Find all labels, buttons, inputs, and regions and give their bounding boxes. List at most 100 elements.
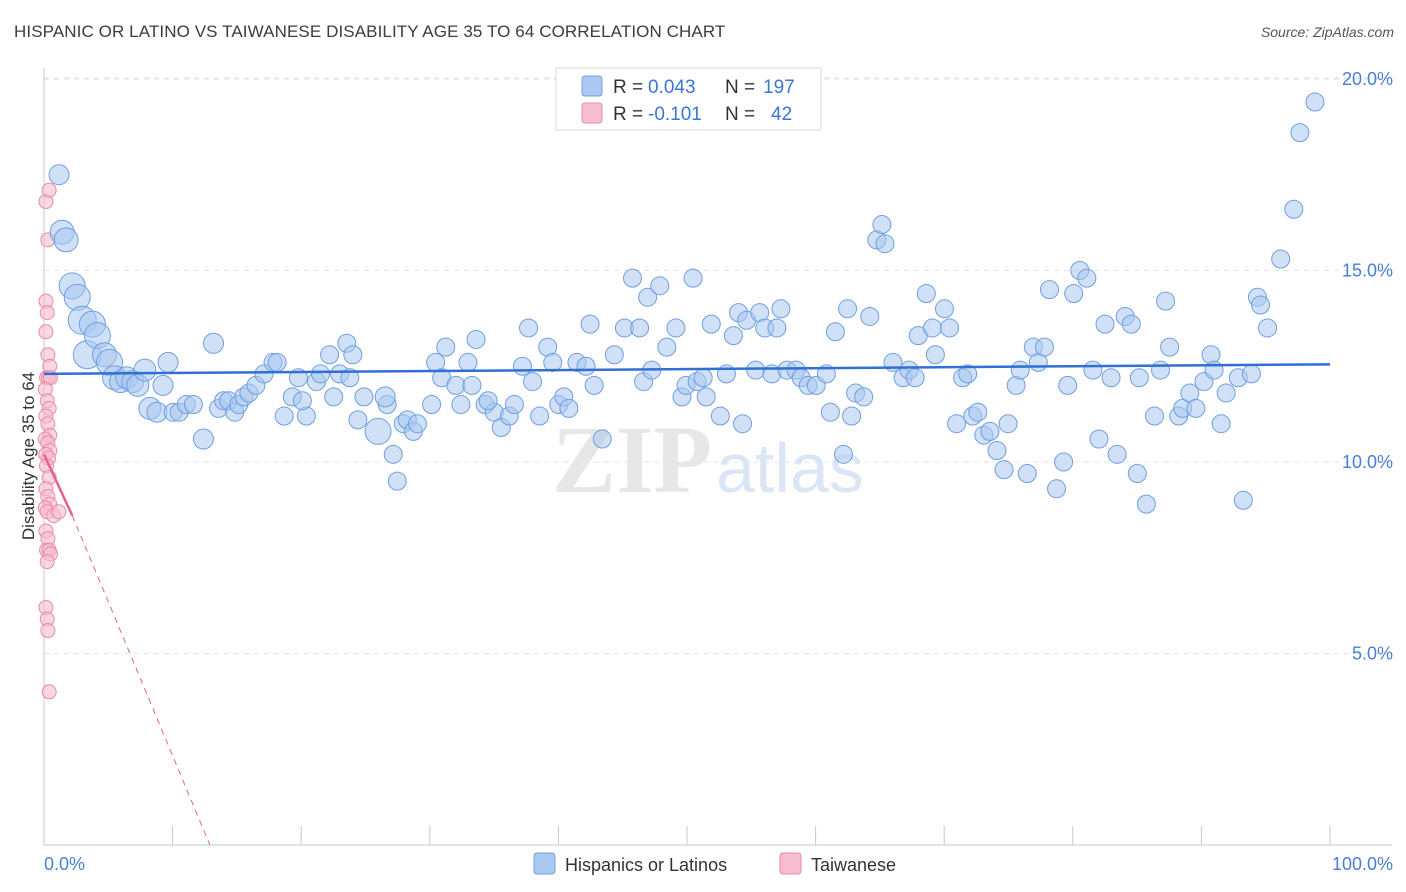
hispanic-point	[940, 318, 960, 338]
series-legend: Hispanics or Latinos Taiwanese	[533, 852, 896, 875]
legend-n-label-2: N =	[725, 104, 755, 125]
hispanic-point	[934, 299, 954, 319]
hispanic-point	[320, 345, 340, 365]
bottom-legend-swatch-pink	[779, 852, 802, 875]
x-tick-label: 0.0%	[44, 854, 85, 874]
hispanic-point	[446, 375, 466, 395]
y-tick-label: 15.0%	[1342, 261, 1393, 281]
hispanic-point	[1186, 398, 1206, 418]
hispanic-point	[592, 429, 612, 449]
hispanic-point	[292, 391, 312, 411]
hispanic-point	[1017, 463, 1037, 483]
hispanic-point	[1271, 249, 1291, 269]
hispanic-point	[820, 402, 840, 422]
hispanic-point	[710, 406, 730, 426]
hispanic-point	[203, 332, 225, 354]
hispanic-point	[922, 318, 942, 338]
hispanic-point	[604, 345, 624, 365]
hispanic-point	[1077, 268, 1097, 288]
bottom-legend-label-1: Hispanics or Latinos	[565, 855, 727, 875]
hispanic-point	[451, 395, 471, 415]
legend-n-value-1: 197	[763, 77, 795, 98]
x-tick-label: 100.0%	[1332, 854, 1393, 874]
hispanic-point	[580, 314, 600, 334]
hispanic-point	[1064, 283, 1084, 303]
hispanic-point	[860, 306, 880, 326]
hispanic-point	[958, 364, 978, 384]
hispanic-point	[925, 345, 945, 365]
hispanic-point	[638, 287, 658, 307]
legend-r-value-1: 0.043	[648, 77, 696, 98]
hispanic-point	[1144, 406, 1164, 426]
hispanic-point	[1010, 360, 1030, 380]
y-tick-label: 20.0%	[1342, 69, 1393, 89]
hispanic-point	[1151, 360, 1171, 380]
hispanic-point	[1054, 452, 1074, 472]
hispanic-point	[478, 391, 498, 411]
hispanic-point	[519, 318, 539, 338]
hispanic-point	[834, 444, 854, 464]
hispanic-point	[1305, 92, 1325, 112]
hispanic-point	[364, 417, 392, 445]
hispanic-point	[771, 299, 791, 319]
hispanic-point	[1201, 345, 1221, 365]
hispanic-point	[683, 268, 703, 288]
hispanic-point	[48, 164, 70, 186]
hispanic-point	[696, 387, 716, 407]
hispanic-point	[980, 421, 1000, 441]
legend-r-label-2: R =	[613, 104, 643, 125]
hispanic-point	[324, 387, 344, 407]
taiwanese-trendline	[42, 453, 74, 517]
hispanic-point	[354, 387, 374, 407]
y-tick-labels: 5.0% 10.0% 15.0% 20.0%	[1342, 69, 1393, 664]
hispanic-point	[1107, 444, 1127, 464]
hispanic-point	[383, 444, 403, 464]
hispanic-point	[1290, 123, 1310, 143]
hispanic-point	[916, 283, 936, 303]
hispanic-point	[343, 345, 363, 365]
hispanic-point	[530, 406, 550, 426]
hispanic-point	[348, 410, 368, 430]
hispanic-point	[825, 322, 845, 342]
hispanic-point	[838, 299, 858, 319]
taiwanese-point	[40, 623, 56, 639]
hispanic-point	[512, 356, 532, 376]
hispanic-point	[854, 387, 874, 407]
legend-swatch-pink	[581, 102, 603, 124]
hispanic-point	[666, 318, 686, 338]
hispanic-point	[1127, 463, 1147, 483]
hispanic-point	[968, 402, 988, 422]
hispanic-point	[723, 326, 743, 346]
legend-n-value-2: 42	[771, 104, 792, 125]
legend-swatch-blue	[581, 75, 603, 97]
hispanic-point	[436, 337, 456, 357]
hispanic-point	[1211, 414, 1231, 434]
hispanic-point	[1156, 291, 1176, 311]
hispanic-point	[53, 227, 79, 253]
hispanic-point	[523, 372, 543, 392]
hispanic-point	[274, 406, 294, 426]
hispanic-point	[1258, 318, 1278, 338]
legend-r-label-1: R =	[613, 77, 643, 98]
hispanic-point	[650, 276, 670, 296]
hispanic-point	[994, 460, 1014, 480]
y-tick-label: 10.0%	[1342, 452, 1393, 472]
hispanic-point	[311, 364, 331, 384]
hispanic-point	[1039, 280, 1059, 300]
hispanic-point	[559, 398, 579, 418]
taiwanese-point	[41, 182, 57, 198]
taiwanese-trendline-extension	[71, 515, 211, 846]
hispanic-point	[1250, 295, 1270, 315]
hispanic-point	[466, 329, 486, 349]
hispanic-point	[340, 368, 360, 388]
hispanic-point	[157, 351, 179, 373]
hispanic-point	[1121, 314, 1141, 334]
hispanic-point	[267, 352, 287, 372]
hispanic-point	[623, 268, 643, 288]
hispanic-point	[1083, 360, 1103, 380]
hispanic-point	[1047, 479, 1067, 499]
chart-source: Source: ZipAtlas.com	[1260, 24, 1394, 40]
hispanic-point	[816, 364, 836, 384]
hispanic-point	[947, 414, 967, 434]
